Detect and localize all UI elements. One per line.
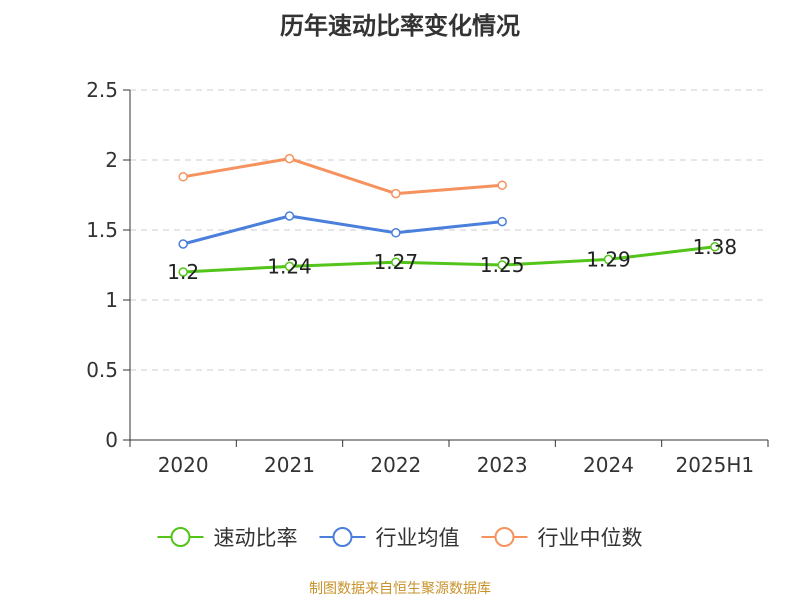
grid-lines — [130, 89, 768, 371]
series-line-1 — [182, 214, 503, 246]
y-tick-label: 1 — [105, 288, 118, 312]
legend: 速动比率 行业均值 行业中位数 — [157, 526, 643, 550]
legend-swatch-marker — [170, 527, 191, 547]
data-point — [391, 257, 401, 267]
x-tick-label: 2023 — [477, 453, 528, 477]
legend-label: 行业均值 — [376, 526, 460, 550]
y-tick-label: 2.5 — [86, 78, 118, 102]
data-point — [497, 216, 507, 227]
data-point — [178, 267, 188, 277]
data-label: 1.24 — [267, 254, 312, 278]
legend-item: 速动比率 — [157, 526, 298, 550]
legend-item: 行业中位数 — [481, 526, 643, 550]
x-tick-label: 2020 — [158, 453, 209, 477]
data-point — [391, 228, 401, 238]
series-line-0 — [183, 245, 716, 274]
series-line-2 — [182, 157, 503, 196]
legend-swatch-marker — [494, 527, 515, 547]
data-point — [284, 211, 295, 221]
y-tick-label: 0.5 — [86, 358, 118, 382]
data-label: 1.38 — [693, 235, 738, 259]
series-lines — [178, 153, 720, 277]
data-point — [284, 153, 295, 164]
x-tick-label: 2025H1 — [675, 453, 754, 477]
data-labels: 1.2 1.24 1.27 1.25 1.29 1.38 — [167, 235, 737, 284]
data-point — [603, 254, 614, 265]
x-tick-label: 2021 — [264, 453, 315, 477]
data-point — [178, 172, 188, 182]
data-point — [497, 260, 507, 270]
data-label: 1.25 — [480, 253, 525, 277]
data-point — [178, 239, 188, 249]
legend-label: 速动比率 — [214, 526, 298, 550]
data-label: 1.2 — [167, 260, 199, 284]
data-point — [710, 242, 720, 252]
legend-swatch-marker — [332, 527, 353, 547]
y-tick-label: 1.5 — [86, 218, 118, 242]
chart-title: 历年速动比率变化情况 — [280, 12, 520, 40]
y-tick-label: 2 — [105, 148, 118, 172]
legend-item: 行业均值 — [319, 526, 460, 550]
y-tick-label: 0 — [105, 428, 118, 452]
source-note: 制图数据来自恒生聚源数据库 — [309, 581, 491, 597]
data-label: 1.29 — [586, 247, 631, 271]
data-point — [391, 188, 401, 199]
data-point — [284, 261, 295, 272]
data-point — [497, 180, 507, 190]
data-label: 1.27 — [374, 250, 419, 274]
x-tick-label: 2024 — [583, 453, 634, 477]
legend-label: 行业中位数 — [538, 526, 643, 550]
x-tick-label: 2022 — [370, 453, 421, 477]
axes: 0 0.5 1 1.5 2 2.5 2020 2021 2022 2023 2024 2025H1 — [86, 78, 769, 477]
